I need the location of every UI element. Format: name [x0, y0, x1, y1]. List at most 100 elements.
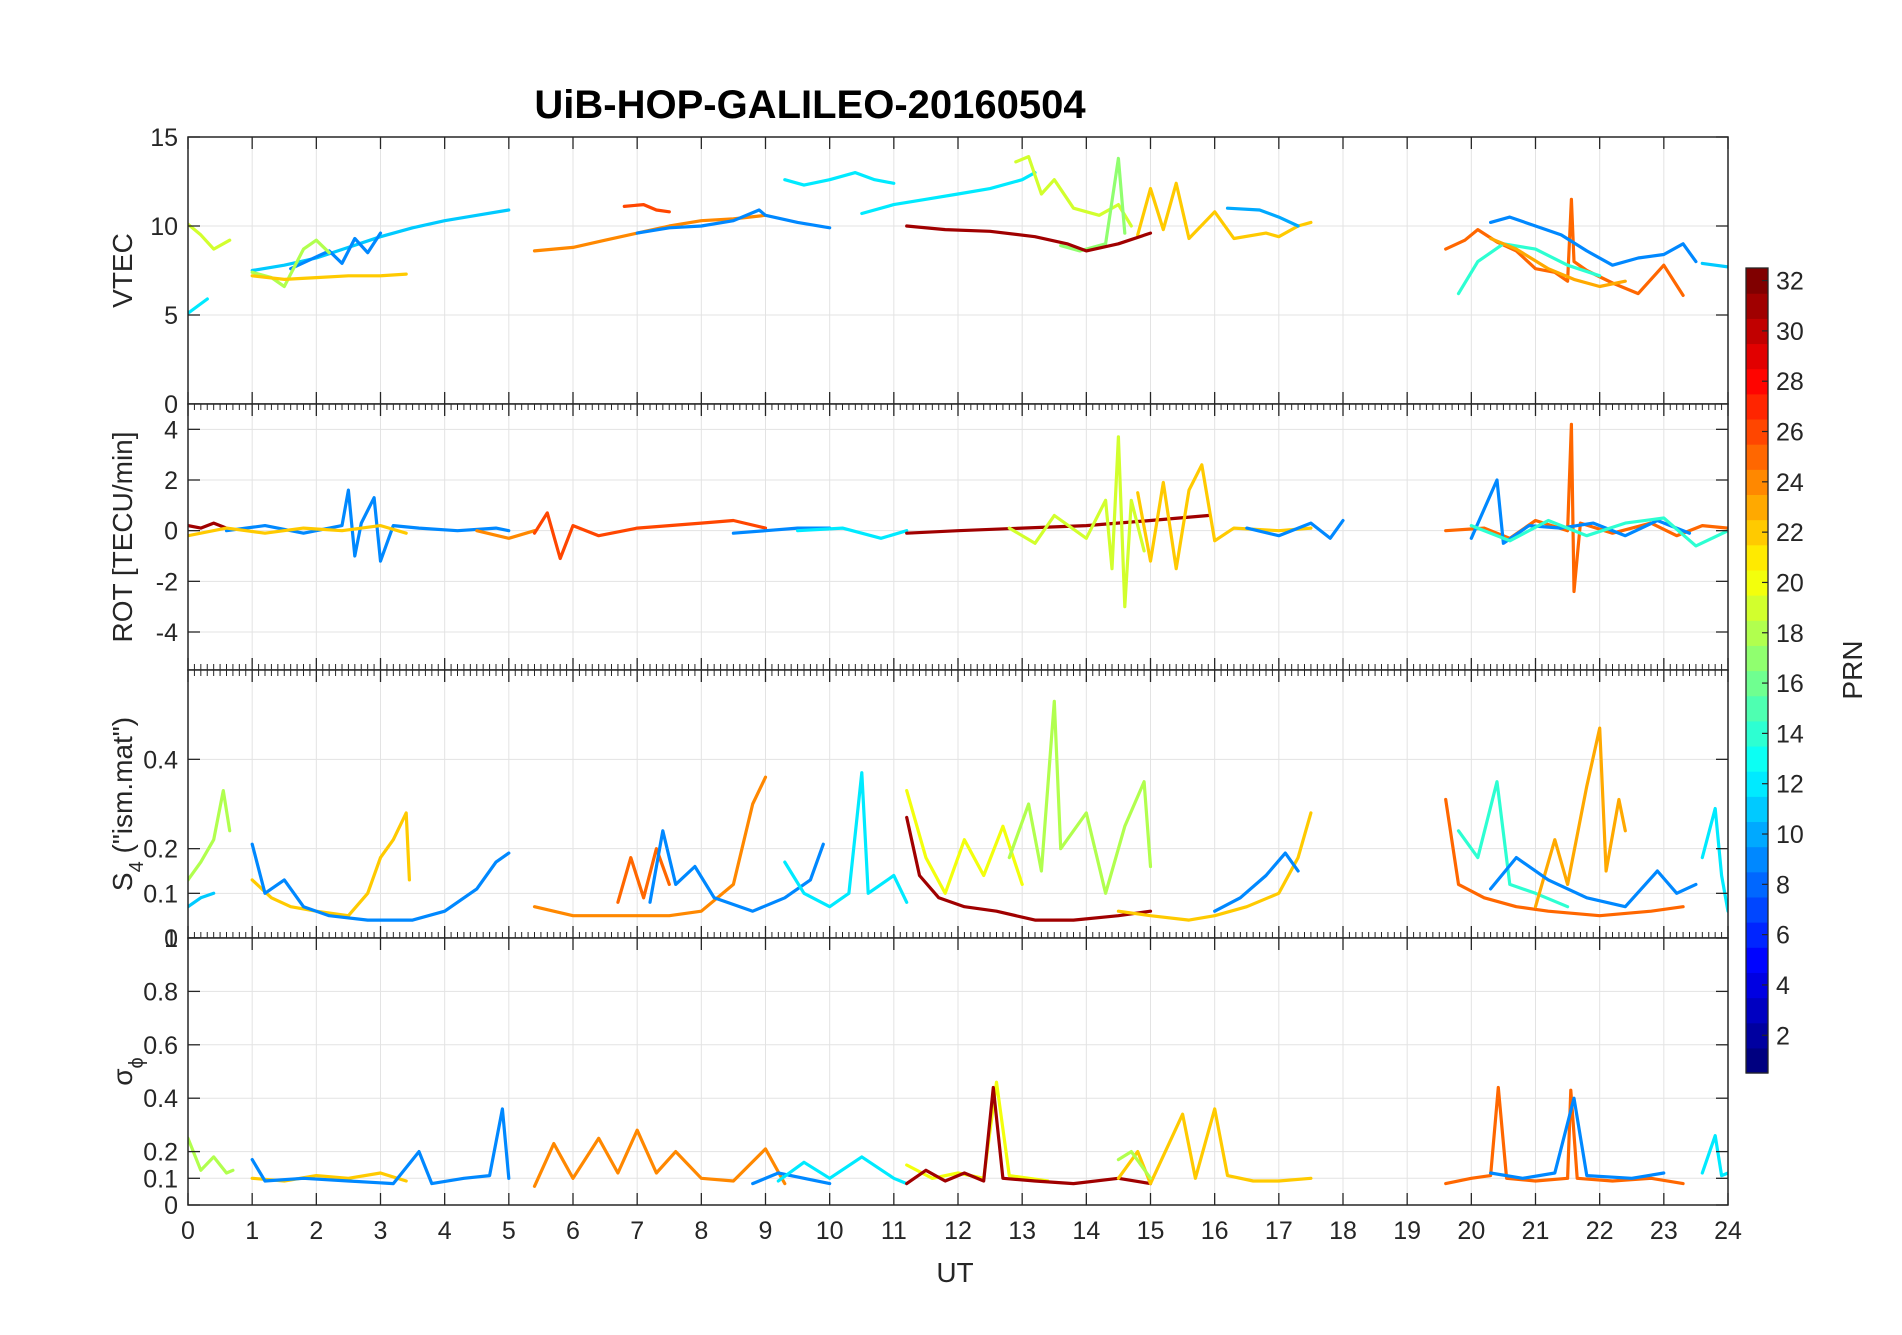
colorbar-segment [1746, 1047, 1768, 1074]
series-line-prn-12 [188, 297, 209, 315]
panel-s4: 00.10.20.4S4 ("ism.mat") [107, 669, 1729, 953]
series-line-prn-19 [188, 222, 232, 251]
series-line-prn-18 [1007, 699, 1153, 895]
series-line-prn-11 [188, 891, 216, 909]
series-line-prn-9 [751, 1171, 832, 1186]
y-axis-label-tail: ("ism.mat") [107, 717, 138, 861]
x-tick-label: 20 [1457, 1217, 1485, 1245]
series-line-prn-9 [635, 208, 832, 235]
x-tick-label: 8 [694, 1217, 708, 1245]
series-line-prn-24 [475, 529, 537, 540]
panel-rot: -4 -2 0 2 4 ROT [TECU/min] [107, 403, 1729, 671]
series-line-prn-9 [1213, 851, 1300, 913]
grid-lines [187, 136, 1729, 405]
series-line-prn-18 [1116, 1150, 1153, 1180]
colorbar-segment [1746, 595, 1768, 621]
x-tick-label: 22 [1586, 1217, 1614, 1245]
series-line-prn-31 [905, 1085, 1153, 1186]
y-tick-label: 0.4 [143, 746, 178, 774]
colorbar-segment [1746, 318, 1768, 345]
x-tick-label: 6 [566, 1217, 580, 1245]
colorbar-tick-label: 20 [1776, 569, 1804, 597]
series-line-prn-22 [1136, 181, 1313, 241]
colorbar-segment [1746, 544, 1768, 571]
x-tick-label: 18 [1329, 1217, 1357, 1245]
series-line-prn-10 [1225, 206, 1300, 228]
colorbar-segment [1746, 871, 1768, 898]
y-tick-label: 0 [164, 391, 178, 419]
colorbar-label: PRN [1837, 640, 1868, 699]
series-line-prn-22 [250, 272, 408, 281]
x-tick-label: 19 [1393, 1217, 1421, 1245]
x-tick-label: 1 [245, 1217, 259, 1245]
x-tick-label: 7 [630, 1217, 644, 1245]
series-line-prn-12 [783, 771, 909, 909]
y-axis-label-vtec: VTEC [107, 233, 138, 308]
series-line-prn-12 [860, 171, 1037, 216]
x-tick-label: 21 [1522, 1217, 1550, 1245]
series-line-prn-17 [1059, 156, 1127, 253]
series-line-prn-19 [1007, 435, 1146, 609]
y-axis-label-main: S [107, 872, 138, 891]
series-line-prn-31 [905, 815, 1153, 922]
colorbar-segment [1746, 670, 1768, 697]
y-tick-label: 0.4 [143, 1085, 178, 1113]
x-ticks [187, 404, 1729, 670]
y-axis: -4 -2 0 2 4 [156, 416, 1728, 647]
colorbar-tick-label: 10 [1776, 821, 1804, 849]
series-line-prn-9 [1245, 518, 1345, 540]
x-tick-label: 2 [309, 1217, 323, 1245]
x-tick-label: 3 [374, 1217, 388, 1245]
series-line-prn-12 [796, 526, 909, 540]
chart-title: UiB-HOP-GALILEO-20160504 [534, 83, 1086, 127]
x-tick-label: 5 [502, 1217, 516, 1245]
y-tick-label: 10 [150, 213, 178, 241]
colorbar-segment [1746, 293, 1768, 319]
series-line-prn-18 [188, 1136, 235, 1175]
x-ticks [187, 670, 1729, 938]
series-line-prn-31 [905, 224, 1153, 253]
series-line-prn-23 [1489, 236, 1627, 289]
colorbar-segment [1746, 620, 1768, 646]
series-line-prn-12 [783, 171, 896, 187]
colorbar-segment [1746, 796, 1768, 823]
y-tick-label: 0.8 [143, 978, 178, 1006]
series-line-prn-19 [1014, 155, 1133, 228]
y-tick-label: 2 [164, 467, 178, 495]
x-tick-label: 23 [1650, 1217, 1678, 1245]
colorbar-tick-label: 18 [1776, 620, 1804, 648]
colorbar-segment [1746, 896, 1768, 923]
series-line-prn-25 [1444, 1085, 1685, 1186]
y-tick-label: 0.2 [143, 1139, 178, 1167]
colorbar-segment [1746, 1022, 1768, 1049]
colorbar-tick-label: 32 [1776, 268, 1804, 296]
series-line-prn-12 [1700, 1134, 1728, 1178]
y-tick-label: -2 [156, 568, 178, 596]
colorbar-segment [1746, 343, 1768, 370]
series-line-prn-9 [1489, 215, 1698, 267]
series-line-prn-25 [1444, 797, 1685, 918]
series-line-prn-31 [905, 513, 1210, 535]
colorbar-tick-label: 2 [1776, 1022, 1790, 1050]
y-axis-label-subscript: ϕ [126, 1057, 148, 1068]
series-line-prn-24 [532, 775, 768, 918]
colorbar-segment [1746, 745, 1768, 772]
series-line-prn-26 [532, 511, 768, 561]
series-line-prn-9 [289, 231, 383, 271]
y-axis-label-s4: S4 ("ism.mat") [107, 717, 148, 891]
x-tick-label: 11 [881, 1217, 907, 1245]
series-line-prn-22 [250, 811, 411, 918]
colorbar-tick-label: 24 [1776, 469, 1804, 497]
x-tick-label: 17 [1265, 1217, 1293, 1245]
colorbar-segment [1746, 494, 1768, 521]
y-axis-label-subscript: 4 [126, 861, 148, 872]
x-tick-label: 10 [816, 1217, 844, 1245]
colorbar-segment [1746, 972, 1768, 999]
series-line-prn-12 [776, 1155, 909, 1186]
colorbar-tick-label: 6 [1776, 922, 1790, 950]
y-axis-label-rot: ROT [TECU/min] [107, 431, 138, 642]
series-line-prn-9 [250, 842, 511, 922]
colorbar-segment [1746, 519, 1768, 546]
